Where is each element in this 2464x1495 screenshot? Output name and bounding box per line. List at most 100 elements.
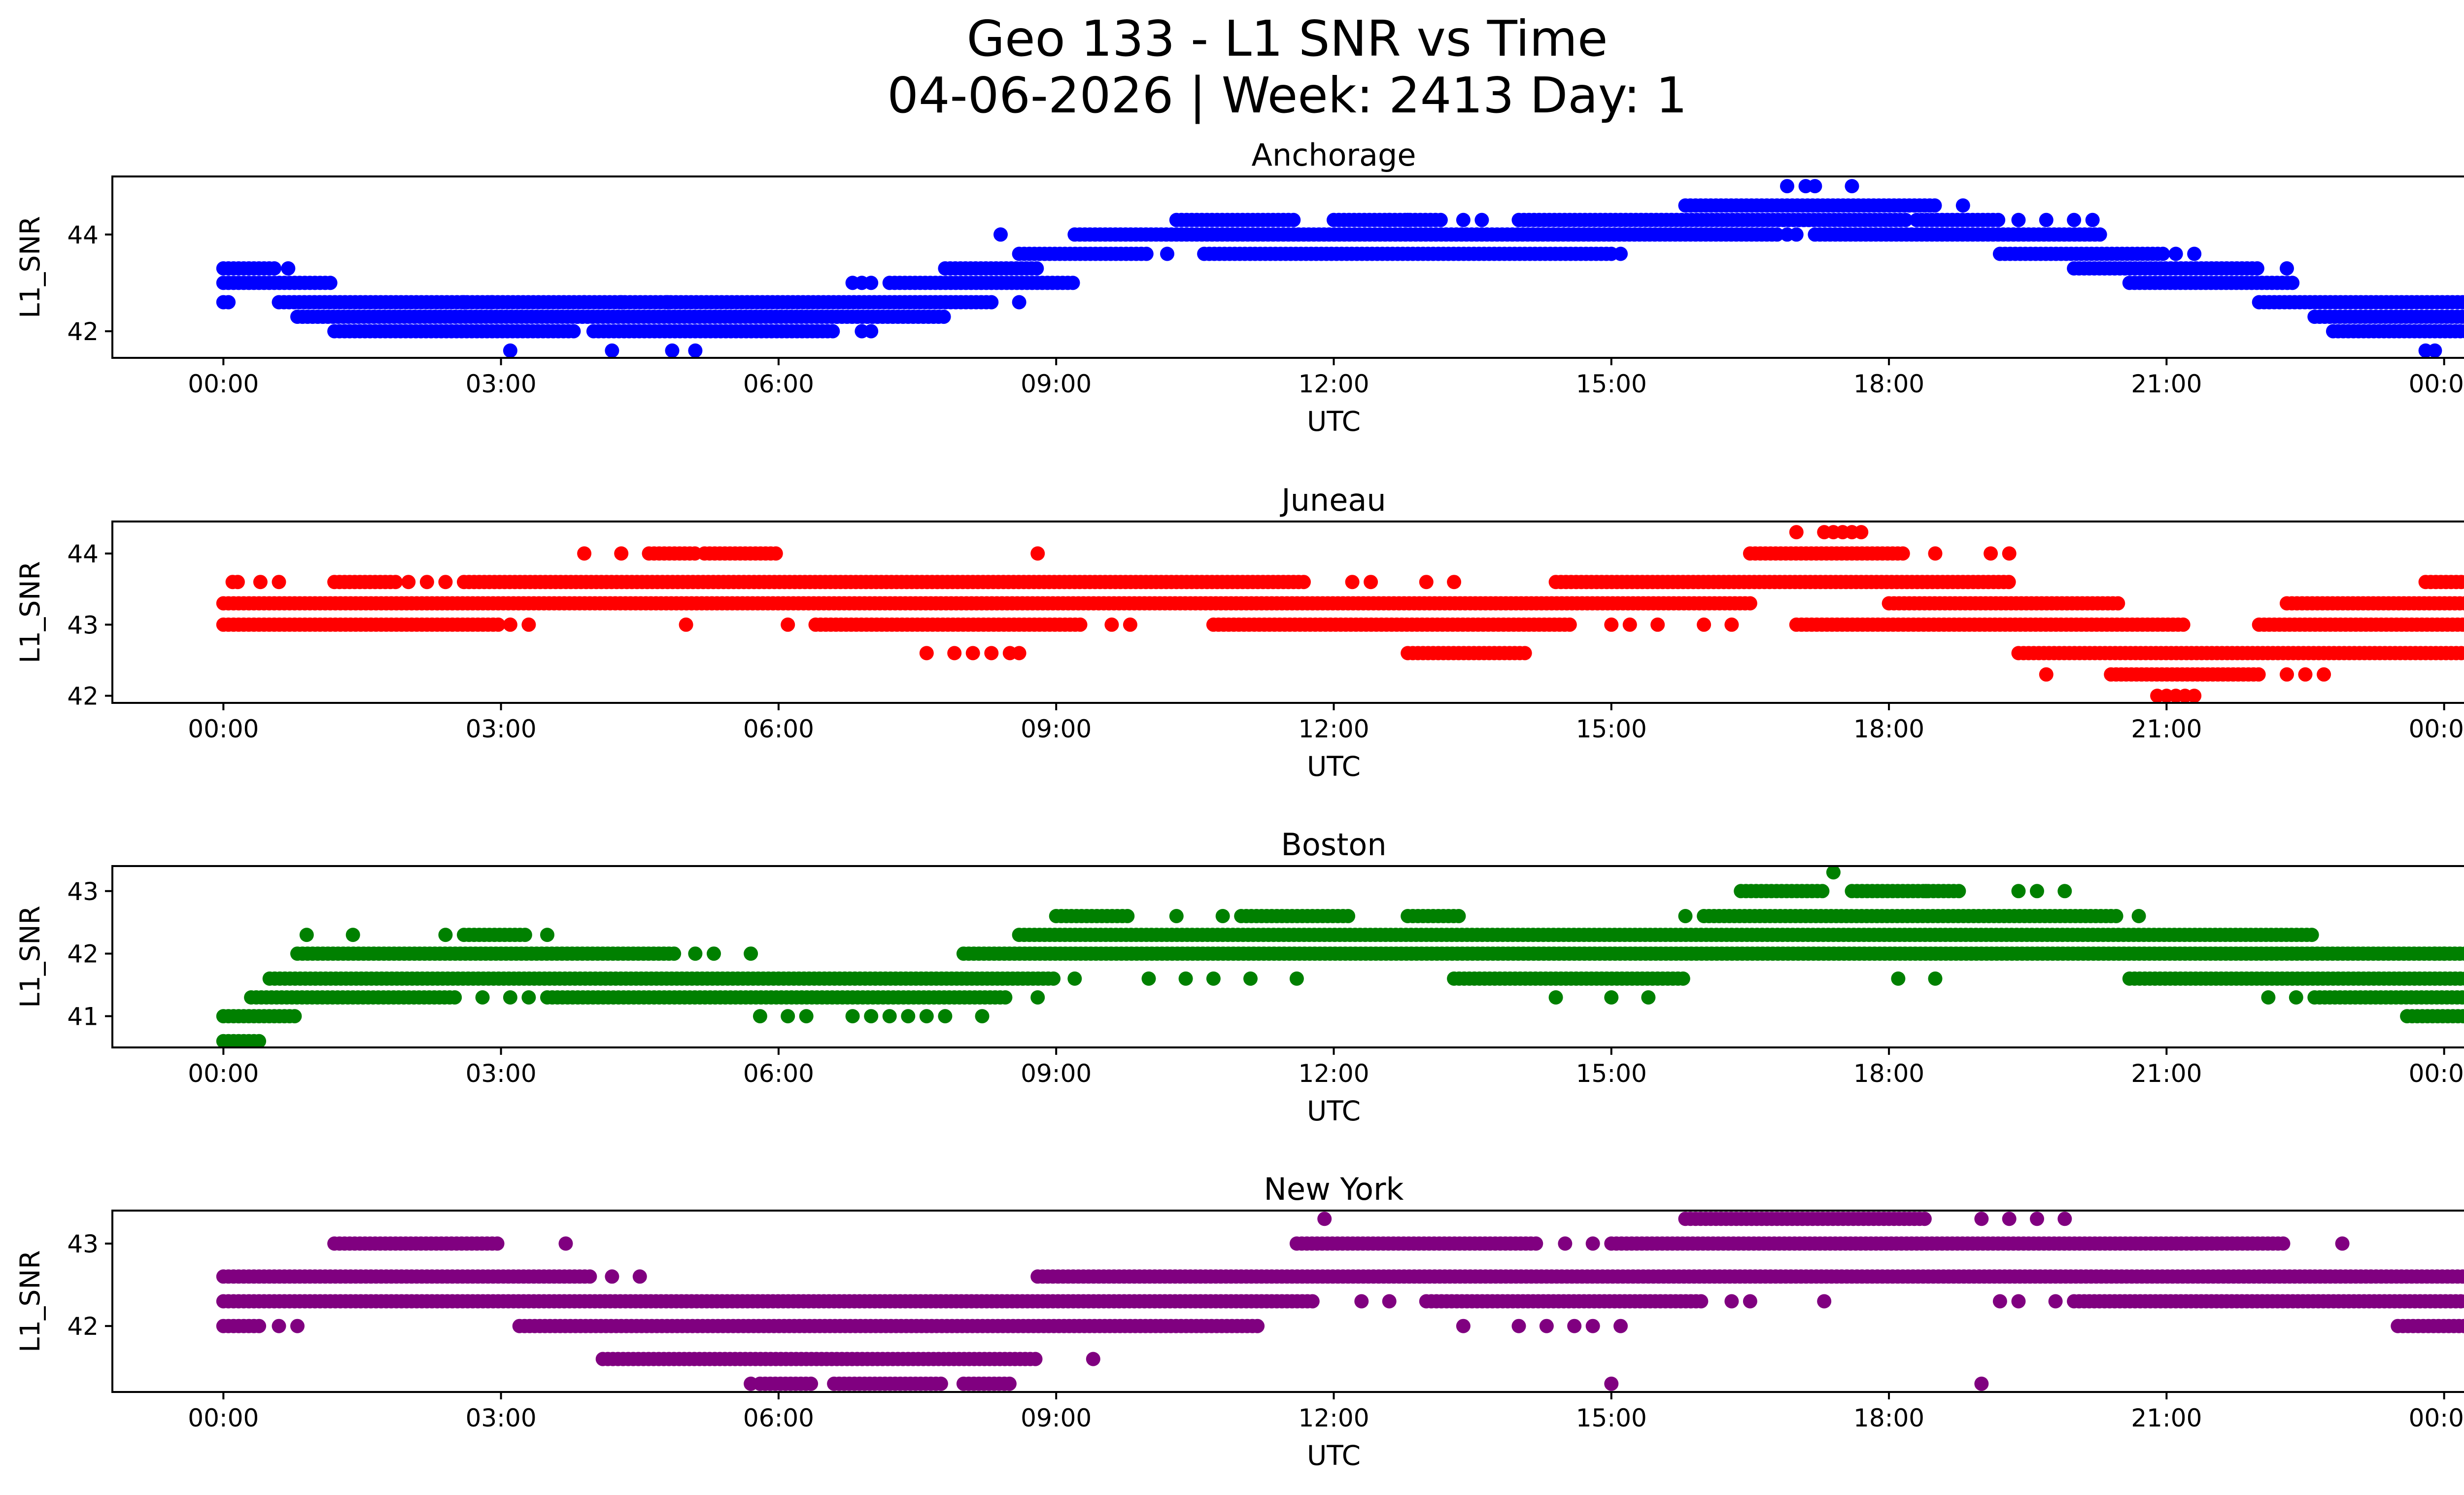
data-point xyxy=(2460,310,2464,323)
data-point xyxy=(825,324,840,339)
data-point xyxy=(938,1009,953,1024)
data-point xyxy=(1012,646,1027,661)
x-tick-label: 09:00 xyxy=(1021,1059,1092,1088)
data-point xyxy=(419,575,434,590)
data-point xyxy=(2461,618,2464,631)
data-point xyxy=(2176,617,2190,632)
data-point xyxy=(577,546,592,561)
data-point xyxy=(1012,295,1027,310)
data-point xyxy=(707,946,721,961)
x-tick-label: 18:00 xyxy=(1853,370,1924,398)
data-point xyxy=(2462,1321,2464,1331)
data-point xyxy=(2280,261,2294,276)
data-point xyxy=(901,1009,916,1024)
data-point xyxy=(503,617,517,632)
data-point xyxy=(614,295,629,310)
data-point xyxy=(688,946,703,961)
x-tick-label: 03:00 xyxy=(466,370,537,398)
data-point xyxy=(1065,276,1080,290)
data-series-juneau xyxy=(216,525,2464,703)
y-tick-label: 42 xyxy=(67,317,99,346)
data-point xyxy=(1456,1319,1471,1333)
data-point xyxy=(1918,884,1933,899)
data-point xyxy=(2289,990,2303,1005)
x-tick-label: 12:00 xyxy=(1298,715,1369,743)
data-point xyxy=(1604,617,1619,632)
x-axis-label: UTC xyxy=(1307,751,1361,782)
subplot-title-new-york: New York xyxy=(1264,1171,1404,1207)
data-point xyxy=(2437,946,2452,961)
data-point xyxy=(2459,1294,2464,1308)
data-point xyxy=(1215,909,1230,923)
data-point xyxy=(2304,928,2319,942)
data-point xyxy=(438,928,453,942)
subplot-title-anchorage: Anchorage xyxy=(1251,137,1416,173)
data-point xyxy=(933,1376,948,1391)
data-point xyxy=(1206,971,1221,986)
data-point xyxy=(667,946,682,961)
data-point xyxy=(605,343,619,358)
data-point xyxy=(2261,990,2276,1005)
data-point xyxy=(438,575,453,590)
data-point xyxy=(2011,1294,2026,1309)
data-point xyxy=(1895,546,1910,561)
data-point xyxy=(1789,227,1804,242)
data-point xyxy=(2458,972,2464,986)
data-point xyxy=(2030,884,2044,899)
data-point xyxy=(2057,884,2072,899)
data-point xyxy=(2456,1009,2464,1024)
figure-title-line-2: 04-06-2026 | Week: 2413 Day: 1 xyxy=(887,67,1687,124)
data-point xyxy=(221,295,236,310)
data-point xyxy=(2002,546,2017,561)
data-point xyxy=(1641,990,1656,1005)
data-point xyxy=(2168,246,2183,261)
data-point xyxy=(1364,575,1378,590)
data-point xyxy=(1604,1376,1619,1391)
data-point xyxy=(1178,971,1193,986)
data-point xyxy=(1046,971,1061,986)
x-tick-label: 06:00 xyxy=(743,715,814,743)
data-point xyxy=(1724,617,1739,632)
data-point xyxy=(2461,1010,2464,1022)
data-point xyxy=(2067,212,2082,227)
data-point xyxy=(484,295,499,310)
data-point xyxy=(1123,617,1137,632)
data-point xyxy=(2459,575,2464,589)
data-point xyxy=(2457,1319,2464,1333)
data-point xyxy=(281,261,296,276)
data-point xyxy=(1474,212,1489,227)
data-point xyxy=(1289,971,1304,986)
x-tick-label: 15:00 xyxy=(1576,715,1647,743)
data-point xyxy=(2251,667,2266,682)
data-point xyxy=(679,617,693,632)
x-tick-label: 00:00 xyxy=(2409,715,2464,743)
x-tick-label: 00:00 xyxy=(2409,1059,2464,1088)
data-point xyxy=(804,1376,819,1391)
data-point xyxy=(984,295,999,310)
data-point xyxy=(267,261,282,276)
data-point xyxy=(566,324,581,339)
data-point xyxy=(744,1376,758,1391)
data-point xyxy=(1028,1352,1043,1366)
y-tick-label: 43 xyxy=(67,877,99,906)
x-tick-label: 15:00 xyxy=(1576,370,1647,398)
data-point xyxy=(388,575,403,590)
data-point xyxy=(1354,1294,1369,1309)
data-point xyxy=(2285,276,2300,290)
data-point xyxy=(984,646,999,661)
data-point xyxy=(1928,971,1943,986)
x-tick-label: 18:00 xyxy=(1853,715,1924,743)
data-point xyxy=(1676,971,1690,986)
data-point xyxy=(521,617,536,632)
x-tick-label: 06:00 xyxy=(743,1059,814,1088)
data-point xyxy=(2048,1294,2063,1309)
data-point xyxy=(1250,1319,1265,1333)
data-point xyxy=(2250,261,2264,276)
data-point xyxy=(2039,667,2053,682)
data-point xyxy=(936,310,951,324)
x-tick-label: 21:00 xyxy=(2131,1059,2202,1088)
x-tick-label: 03:00 xyxy=(466,715,537,743)
